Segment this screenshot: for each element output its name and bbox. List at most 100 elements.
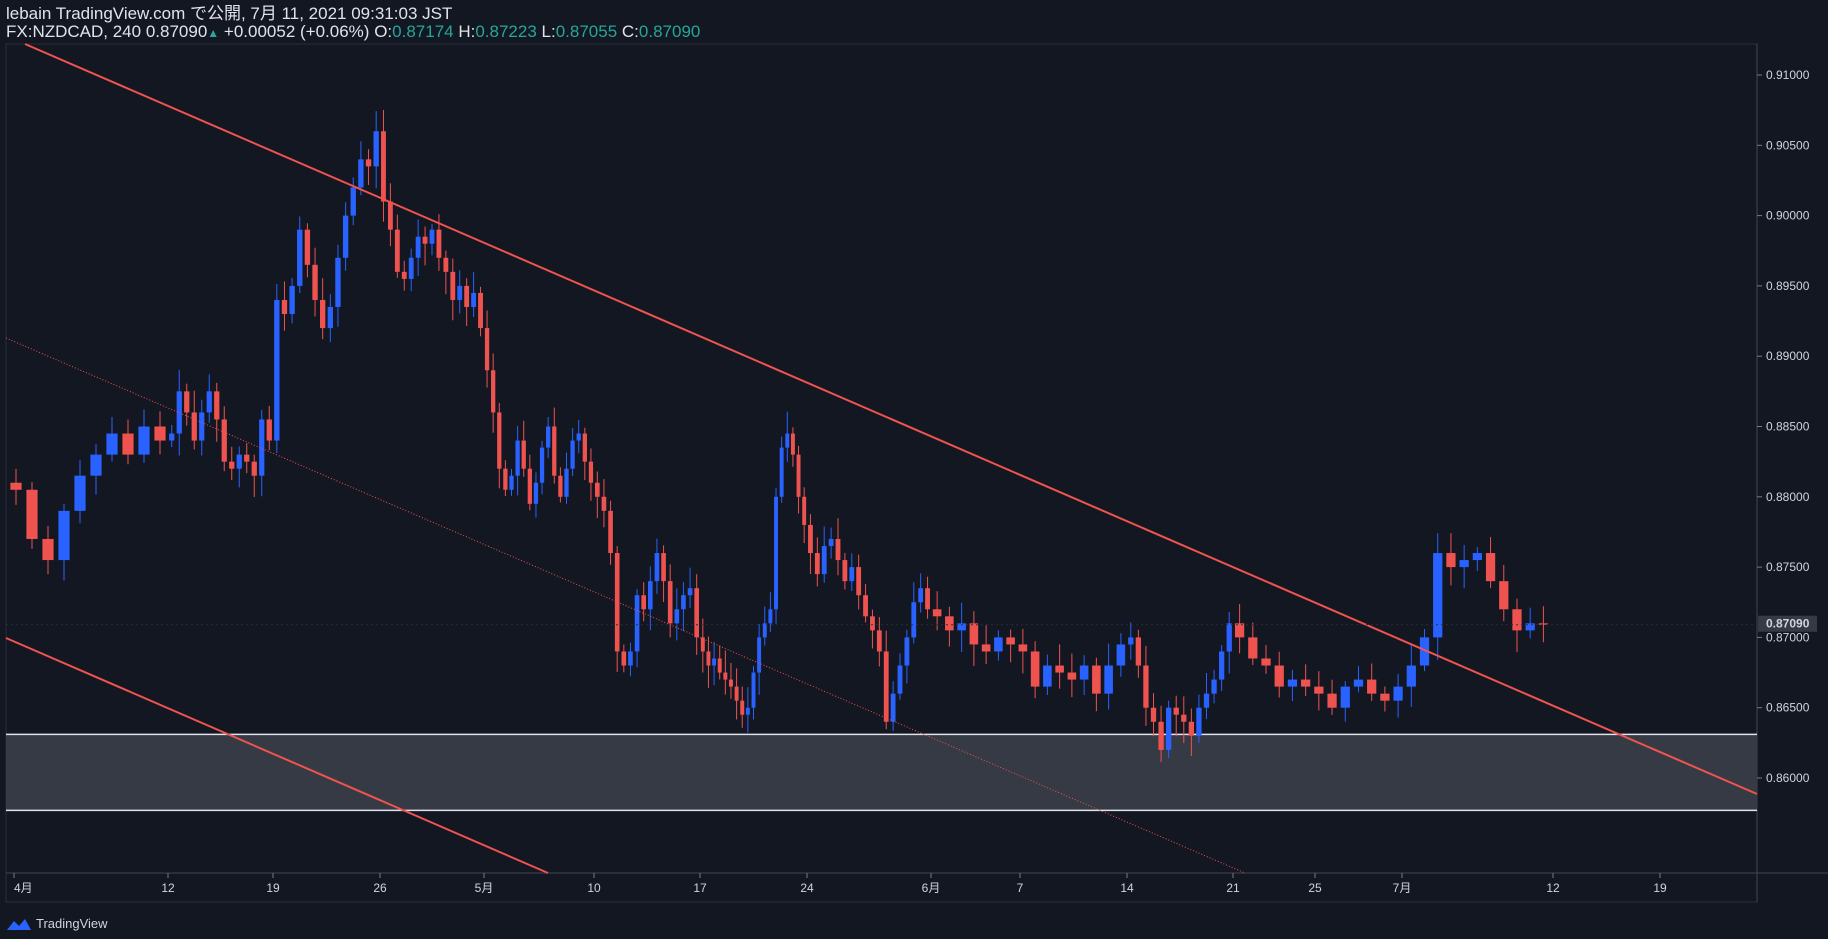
candle-body <box>1055 665 1064 673</box>
candle-body <box>527 468 532 504</box>
candle <box>106 416 118 462</box>
candle <box>828 527 834 559</box>
time-tick-label: 26 <box>373 881 387 895</box>
candle-body <box>1188 721 1195 736</box>
candle <box>681 581 686 632</box>
candle <box>1188 708 1195 757</box>
candle <box>863 584 868 623</box>
candle <box>381 109 386 222</box>
candle-body <box>723 672 728 680</box>
candle <box>1018 628 1028 674</box>
candle <box>154 411 166 455</box>
candle <box>614 546 620 672</box>
candle <box>281 281 288 331</box>
candle-body <box>762 623 767 638</box>
candle <box>700 618 705 673</box>
candle <box>1143 645 1149 726</box>
candle-body <box>1525 623 1535 631</box>
candle-body <box>42 538 54 561</box>
candle <box>26 482 38 549</box>
candle-body <box>582 433 587 462</box>
time-tick-label: 7月 <box>1393 881 1412 895</box>
support-zone[interactable] <box>6 733 1757 812</box>
candle-body <box>387 201 393 230</box>
open-value: 0.87174 <box>392 22 454 41</box>
candle <box>897 653 903 700</box>
candle-body <box>564 468 569 497</box>
symbol-label: FX:NZDCAD, 240 <box>6 22 142 41</box>
candle-body <box>1301 679 1311 687</box>
candle <box>471 272 477 318</box>
candle <box>527 454 532 511</box>
candle <box>497 402 502 489</box>
candle <box>176 369 182 456</box>
candle <box>1538 606 1549 643</box>
price-tick-label: 0.86500 <box>1766 701 1810 715</box>
candle-body <box>10 482 22 490</box>
candle <box>408 248 414 292</box>
candle <box>221 406 227 472</box>
candle-body <box>1030 651 1040 687</box>
candle <box>723 650 728 695</box>
candle-body <box>394 229 400 272</box>
candle-body <box>779 447 784 497</box>
candle <box>1196 694 1202 743</box>
candle-body <box>1393 686 1403 701</box>
trendlines[interactable] <box>5 43 1758 874</box>
close-label: C: <box>621 22 639 41</box>
candle <box>443 250 449 295</box>
candle <box>694 574 700 655</box>
time-tick-label: 17 <box>693 881 707 895</box>
upper-trendline[interactable] <box>24 43 1758 795</box>
candle <box>1274 651 1284 698</box>
candle-body <box>26 489 38 539</box>
candle-body <box>320 299 326 329</box>
candle-body <box>381 131 386 202</box>
candle-body <box>1419 637 1430 666</box>
lower-trendline[interactable] <box>5 637 549 874</box>
candle-body <box>601 496 607 511</box>
candle-body <box>1181 714 1187 722</box>
publish-info: lebain TradingView.com で公開, 7月 11, 2021 … <box>6 4 453 23</box>
candle <box>484 310 490 388</box>
candle <box>654 538 660 594</box>
candle-body <box>206 391 212 413</box>
price-axis[interactable]: 0.91000 0.90500 0.90000 0.89500 0.89000 0.885… <box>1757 68 1817 785</box>
candle-body <box>169 433 175 441</box>
candle-body <box>184 391 190 413</box>
price-tick-label: 0.87000 <box>1766 630 1810 644</box>
candle <box>768 592 773 632</box>
candle <box>876 617 882 667</box>
zone-fill <box>6 734 1757 811</box>
symbol-ohlc-line: FX:NZDCAD, 240 0.87090▲ +0.00052 (+0.06%… <box>6 22 700 43</box>
candle <box>870 609 875 649</box>
candle-body <box>1380 693 1390 701</box>
candle-body <box>628 651 633 666</box>
time-axis[interactable]: 4月 12 19 26 5月 10 17 24 6月 7 14 21 25 7月 12 19 <box>13 873 1667 895</box>
candle <box>558 467 563 503</box>
candle <box>478 286 483 337</box>
candle <box>647 566 653 631</box>
candle <box>745 687 750 733</box>
candle-body <box>842 560 848 582</box>
candle-body <box>1340 686 1350 708</box>
candle-body <box>401 271 407 279</box>
candle <box>1006 629 1015 663</box>
candle-body <box>1472 553 1482 561</box>
time-tick-label: 24 <box>800 881 814 895</box>
candle-body <box>674 609 680 624</box>
candle-body <box>509 475 514 490</box>
candle <box>994 630 1003 661</box>
candle-body <box>503 468 508 490</box>
candle-body <box>876 630 882 652</box>
time-tick-label: 5月 <box>475 881 494 895</box>
candle <box>74 460 86 524</box>
candle-body <box>289 285 295 315</box>
candle <box>122 419 134 465</box>
candle <box>1353 666 1364 693</box>
candle <box>796 445 801 514</box>
candle-body <box>327 306 333 329</box>
candle-body <box>957 623 966 631</box>
high-value: 0.87223 <box>475 22 537 41</box>
